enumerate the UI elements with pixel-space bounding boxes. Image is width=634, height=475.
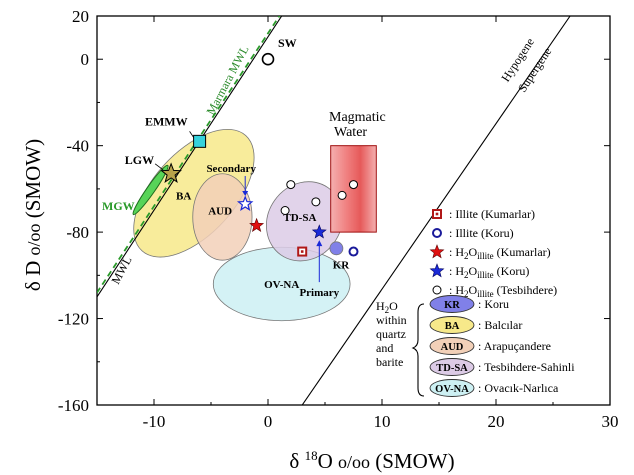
legend-group-swatch-1 xyxy=(429,316,475,334)
legend-group-title-5: barite xyxy=(376,355,403,369)
emmw-point xyxy=(193,134,207,148)
series-4-point-0 xyxy=(286,180,296,190)
legend-entry-4: : H2Oillite (Tesbihdere) xyxy=(449,283,557,299)
series-4-point-4 xyxy=(349,180,358,190)
legend-group-swatch-4 xyxy=(429,379,475,397)
legend-marker-1 xyxy=(432,228,442,238)
emmw-leader xyxy=(189,131,194,138)
sw-point xyxy=(261,52,275,66)
legend-entry-3: : H2Oillite (Koru) xyxy=(449,264,529,280)
lgw-label: LGW xyxy=(125,153,154,167)
legend-group-swatch-3 xyxy=(429,358,475,376)
x-tick-label-3: 20 xyxy=(488,412,505,431)
legend-group-key-0: KR xyxy=(444,300,460,311)
legend-group-text-4: : Ovacık-Narlıca xyxy=(478,381,559,395)
lgw-leader xyxy=(154,163,164,171)
ellipse-label-ba: BA xyxy=(176,190,191,202)
legend-group-swatch-0 xyxy=(429,295,475,313)
ellipse-aud xyxy=(192,173,253,261)
ellipse-kr xyxy=(329,241,344,256)
legend-marker-4 xyxy=(432,285,442,295)
legend-group-text-2: : Arapuçandere xyxy=(478,339,551,353)
ellipse-label-kr: KR xyxy=(333,260,351,272)
legend-marker-2 xyxy=(429,244,445,259)
legend-group-key-2: AUD xyxy=(441,342,464,353)
legend-marker-3 xyxy=(429,263,445,278)
lgw-point xyxy=(160,162,182,184)
ellipse-label-ov-na: OV-NA xyxy=(264,279,299,291)
y-axis-label: δ D o/oo (SMOW) xyxy=(21,139,45,291)
y-tick-label-0: 20 xyxy=(72,7,89,26)
x-tick-label-0: -10 xyxy=(143,412,166,431)
legend-group-text-3: : Tesbihdere-Sahinli xyxy=(478,360,575,374)
series-0-point-0-core xyxy=(300,250,304,253)
primary-arrowhead xyxy=(316,240,323,247)
primary-label: Primary xyxy=(299,287,339,299)
legend-group-text-1: : Balcılar xyxy=(478,318,522,332)
x-tick-label-1: 0 xyxy=(264,412,273,431)
mwl-label: MWL xyxy=(108,254,134,286)
legend-entry-1: : Illite (Koru) xyxy=(449,226,514,240)
legend-marker-0-core xyxy=(435,212,439,216)
x-axis-label: δ 18O o/oo (SMOW) xyxy=(289,448,454,473)
y-tick-label-5: -160 xyxy=(58,396,89,415)
legend-group-title-2: within xyxy=(376,313,407,327)
y-tick-label-4: -120 xyxy=(58,310,89,329)
x-tick-label-2: 10 xyxy=(374,412,391,431)
legend-group-title-1: H2O xyxy=(376,299,398,315)
series-4-point-1 xyxy=(311,197,321,207)
sw-label: SW xyxy=(278,36,297,50)
marmara-mwl-label: Marmara MWL xyxy=(203,43,251,117)
legend-entry-2: : H2Oillite (Kumarlar) xyxy=(449,245,551,261)
series-3-point-0 xyxy=(311,224,327,239)
series-4-point-2 xyxy=(280,206,290,215)
magmatic-water-label-2: Water xyxy=(334,125,367,140)
x-tick-label-4: 30 xyxy=(602,412,619,431)
y-tick-label-2: -40 xyxy=(66,137,89,156)
emmw-label: EMMW xyxy=(145,114,188,128)
magmatic-water-label-1: Magmatic xyxy=(329,110,386,125)
secondary-label: Secondary xyxy=(206,163,256,175)
legend-group-key-3: TD-SA xyxy=(436,363,468,374)
series-1-point-0 xyxy=(348,246,359,257)
secondary-arrowhead xyxy=(242,191,249,197)
mgw-label: MGW xyxy=(102,199,135,213)
y-tick-label-3: -80 xyxy=(66,223,89,242)
series-2-point-0 xyxy=(249,217,265,232)
legend-group-key-1: BA xyxy=(445,321,460,332)
plot-frame xyxy=(96,15,611,406)
legend-brace xyxy=(411,303,425,397)
mwl-line xyxy=(97,16,283,298)
legend-group-swatch-2 xyxy=(429,337,475,355)
legend-group-key-4: OV-NA xyxy=(435,384,469,395)
ellipse-mgw xyxy=(132,164,169,216)
marmara-mwl-line xyxy=(97,16,281,295)
ellipse-label-td-sa: TD-SA xyxy=(283,212,316,224)
legend-entry-0: : Illite (Kumarlar) xyxy=(449,207,535,221)
y-tick-label-1: 0 xyxy=(81,50,90,69)
secondary-point xyxy=(236,195,254,212)
legend-group-text-0: : Koru xyxy=(478,297,509,311)
legend-group-title-4: and xyxy=(376,341,393,355)
legend-group-title-3: quartz xyxy=(376,327,406,341)
series-4-point-3 xyxy=(337,190,347,200)
ellipse-label-aud: AUD xyxy=(208,206,232,218)
